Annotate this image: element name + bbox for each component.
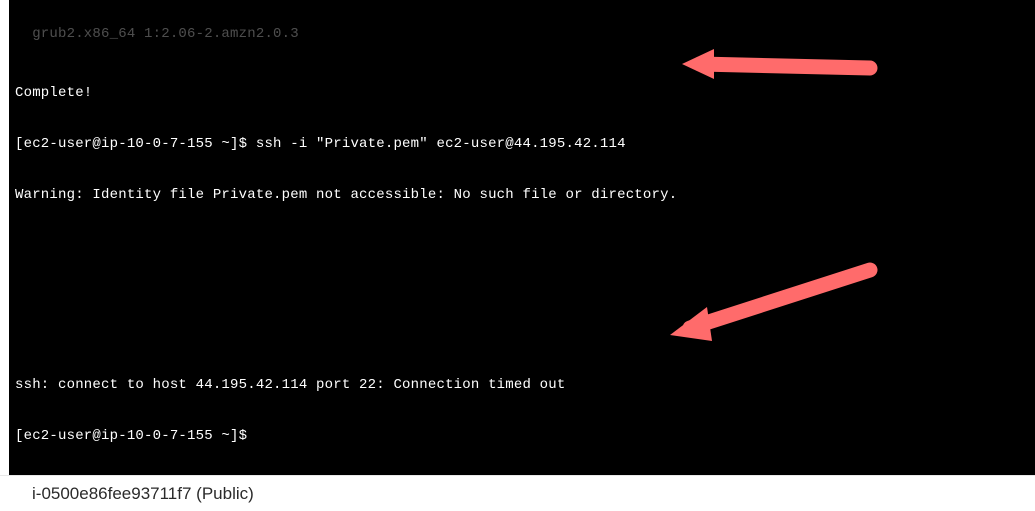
instance-footer: i-0500e86fee93711f7 (Public) (0, 475, 1035, 511)
instance-label: i-0500e86fee93711f7 (Public) (32, 484, 254, 504)
terminal-line: Complete! (15, 85, 1029, 102)
terminal-line: [ec2-user@ip-10-0-7-155 ~]$ ssh -i "Priv… (15, 136, 1029, 153)
terminal-output: grub2.x86_64 1:2.06-2.amzn2.0.3 Complete… (9, 0, 1035, 475)
terminal-line: ssh: connect to host 44.195.42.114 port … (15, 377, 1029, 394)
terminal-line: [ec2-user@ip-10-0-7-155 ~]$ (15, 428, 1029, 445)
terminal-window[interactable]: grub2.x86_64 1:2.06-2.amzn2.0.3 Complete… (9, 0, 1035, 475)
terminal-line: Warning: Identity file Private.pem not a… (15, 187, 1029, 204)
terminal-blank-space (15, 238, 1029, 343)
terminal-line: grub2.x86_64 1:2.06-2.amzn2.0.3 (15, 26, 1029, 43)
